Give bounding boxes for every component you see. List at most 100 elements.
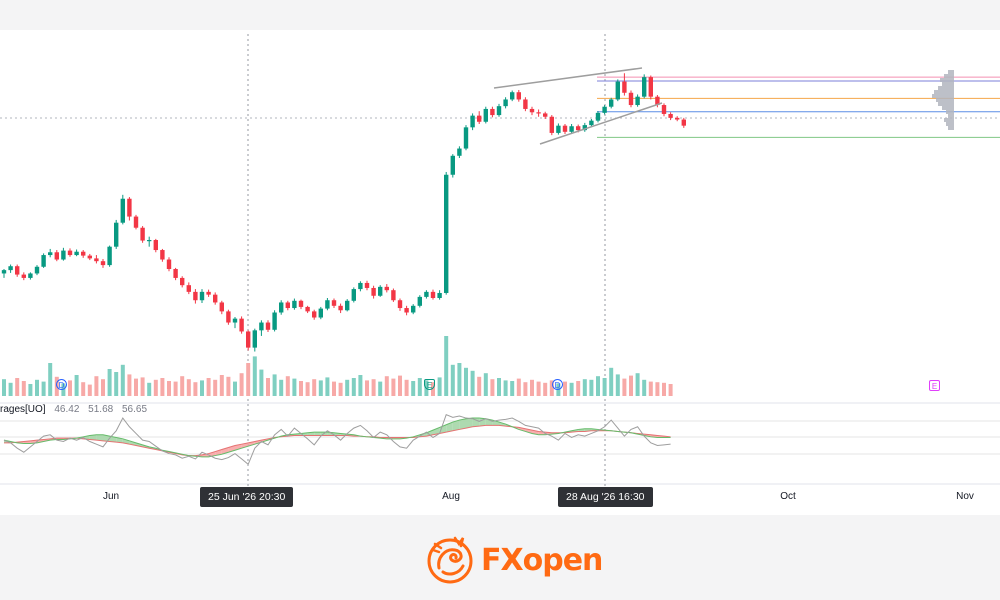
earnings-marker-1[interactable]: E	[424, 379, 435, 390]
candle-body-26	[173, 269, 178, 278]
volume-bar-59	[391, 378, 396, 396]
candle-body-64	[424, 291, 429, 297]
candle-body-41	[272, 312, 277, 330]
volume-bar-7	[48, 363, 53, 396]
candle-body-71	[470, 115, 475, 128]
dividend-marker-1[interactable]: D	[56, 379, 67, 390]
volume-bar-101	[668, 384, 673, 396]
volume-bar-34	[226, 376, 231, 396]
candle-body-7	[48, 252, 53, 256]
volume-bar-90	[596, 376, 600, 396]
volume-bar-44	[292, 378, 297, 396]
dividend-marker-2[interactable]: D	[552, 379, 563, 390]
candle-body-83	[549, 116, 554, 133]
volume-bar-5	[35, 379, 39, 396]
volume-bar-48	[318, 380, 323, 396]
candle-body-56	[371, 287, 376, 296]
volume-bar-10	[68, 380, 72, 396]
volume-bar-40	[266, 378, 270, 396]
candle-body-61	[404, 308, 409, 313]
volume-bar-15	[101, 379, 105, 396]
candle-body-51	[338, 305, 343, 311]
oscillator-line	[3, 414, 671, 466]
volume-profile-bar-5	[934, 90, 954, 94]
volume-bar-95	[629, 375, 633, 396]
earnings-marker-future[interactable]: E	[929, 380, 940, 391]
ma-cloud-segment-72	[479, 418, 486, 427]
volume-bar-38	[252, 356, 257, 396]
candle-body-102	[675, 117, 680, 120]
volume-bar-57	[378, 381, 383, 396]
volume-bar-51	[338, 382, 343, 396]
candle-body-30	[199, 291, 205, 301]
volume-profile-bar-2	[940, 78, 954, 82]
candle-body-29	[193, 291, 198, 301]
volume-bar-72	[477, 376, 482, 396]
volume-profile-bar-8	[938, 102, 954, 106]
candle-body-85	[562, 125, 568, 132]
volume-bar-97	[642, 379, 647, 396]
volume-bar-47	[312, 379, 317, 396]
candle-body-76	[503, 99, 508, 107]
volume-bar-25	[167, 381, 171, 396]
candle-body-48	[318, 308, 323, 318]
candle-body-88	[582, 125, 587, 131]
candle-body-45	[298, 300, 304, 307]
volume-bar-3	[21, 381, 26, 396]
indicator-legend[interactable]: rages[UO] 46.42 51.68 56.65	[0, 404, 147, 415]
volume-profile-bar-13	[946, 122, 954, 126]
indicator-name: rages[UO]	[0, 404, 46, 415]
candle-body-84	[556, 125, 561, 133]
candle-body-95	[628, 92, 634, 106]
volume-bar-86	[569, 382, 574, 396]
volume-bar-30	[200, 380, 204, 396]
volume-bar-28	[186, 379, 191, 396]
volume-bar-42	[279, 379, 284, 396]
candle-body-69	[457, 148, 462, 156]
volume-bar-68	[450, 364, 455, 396]
candle-body-55	[364, 282, 370, 288]
candle-body-59	[391, 290, 396, 301]
volume-bar-2	[15, 378, 20, 396]
volume-bar-77	[510, 381, 515, 396]
volume-bar-96	[635, 373, 640, 396]
candle-body-86	[569, 126, 574, 132]
volume-bar-53	[351, 378, 356, 396]
volume-bar-88	[582, 379, 587, 396]
candle-body-92	[609, 99, 614, 107]
volume-bar-27	[180, 376, 185, 396]
candle-body-16	[107, 246, 112, 266]
x-tick-nov: Nov	[956, 491, 974, 502]
volume-bar-100	[662, 382, 666, 396]
volume-bar-0	[2, 379, 6, 396]
candle-body-70	[463, 127, 469, 149]
candle-body-82	[543, 113, 548, 117]
volume-bar-24	[160, 378, 165, 396]
candle-body-75	[496, 106, 502, 116]
candle-body-90	[595, 112, 601, 121]
candle-body-9	[61, 250, 66, 260]
candle-body-35	[232, 318, 238, 323]
candle-body-74	[490, 108, 495, 116]
candle-body-80	[529, 108, 535, 113]
brand-logo: FXopen	[425, 532, 603, 588]
volume-bar-98	[648, 381, 653, 396]
candle-body-20	[133, 216, 139, 228]
volume-bar-41	[272, 374, 277, 396]
x-tick-jun: Jun	[102, 491, 120, 502]
volume-bar-91	[602, 378, 607, 396]
candle-body-40	[265, 322, 271, 330]
candle-body-13	[87, 255, 92, 259]
volume-bar-16	[107, 369, 112, 396]
volume-bar-19	[127, 374, 132, 396]
candle-body-63	[417, 296, 422, 306]
candle-body-27	[180, 277, 185, 286]
trendline-lower	[539, 102, 663, 145]
candle-body-65	[430, 291, 436, 298]
volume-profile-bar-9	[942, 106, 954, 110]
x-tick-oct: Oct	[780, 491, 796, 502]
volume-profile-bar-10	[946, 110, 954, 114]
volume-bar-31	[206, 378, 211, 396]
volume-bar-76	[503, 380, 508, 396]
